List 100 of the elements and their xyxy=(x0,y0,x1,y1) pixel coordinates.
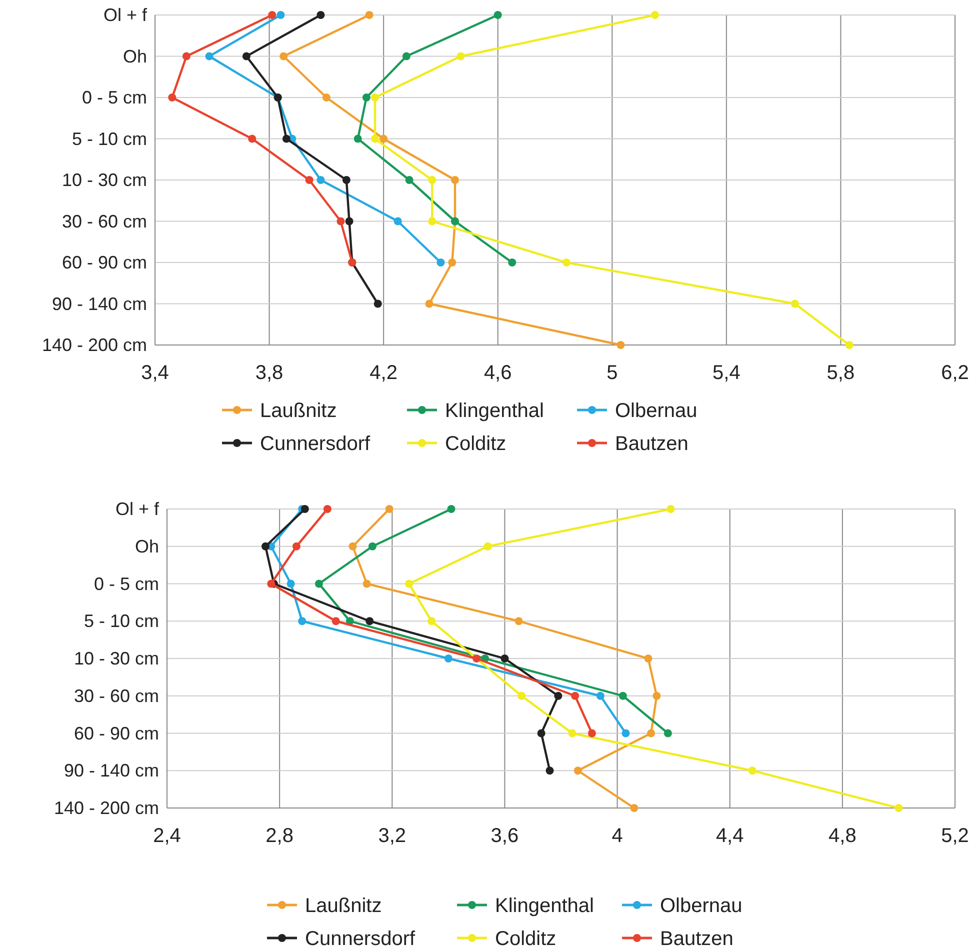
legend-label: Colditz xyxy=(495,928,556,950)
x-tick-label: 5,8 xyxy=(826,362,855,384)
point xyxy=(546,766,554,775)
point xyxy=(268,11,276,19)
point xyxy=(276,11,285,19)
point xyxy=(342,176,350,184)
x-tick-label: 4 xyxy=(612,825,623,847)
point xyxy=(292,542,300,550)
point xyxy=(436,258,445,266)
point xyxy=(622,729,630,738)
legend-label: Colditz xyxy=(445,433,506,455)
y-tick-label: 60 - 90 cm xyxy=(74,723,159,744)
y-tick-label: 30 - 60 cm xyxy=(62,211,147,232)
y-tick-label: 5 - 10 cm xyxy=(72,128,147,149)
point xyxy=(554,692,562,700)
x-tick-label: 4,6 xyxy=(484,362,512,384)
point xyxy=(791,300,799,308)
y-tick-label: Ol + f xyxy=(115,499,160,519)
point xyxy=(845,341,854,349)
point xyxy=(894,804,903,812)
point xyxy=(305,176,314,184)
point xyxy=(484,542,492,550)
y-tick-label: 140 - 200 cm xyxy=(54,798,159,818)
y-tick-label: 0 - 5 cm xyxy=(82,88,147,108)
y-tick-label: Oh xyxy=(134,536,159,556)
point xyxy=(588,729,596,738)
point xyxy=(316,176,325,184)
x-tick-label: 3,8 xyxy=(255,362,284,384)
y-tick-label: 5 - 10 cm xyxy=(84,611,159,632)
y-tick-label: Ol + f xyxy=(103,5,148,25)
y-tick-label: 10 - 30 cm xyxy=(62,170,147,190)
point xyxy=(282,134,290,143)
point xyxy=(425,300,434,308)
point xyxy=(168,94,176,102)
point xyxy=(451,176,459,184)
legend-label: Cunnersdorf xyxy=(305,928,416,950)
point xyxy=(472,654,481,662)
point xyxy=(348,542,357,550)
point xyxy=(362,580,371,588)
point xyxy=(444,654,452,662)
point xyxy=(316,11,325,19)
point xyxy=(574,766,582,775)
y-tick-label: 0 - 5 cm xyxy=(94,574,159,594)
point xyxy=(568,729,576,738)
point xyxy=(322,94,330,102)
legend-label: Laußnitz xyxy=(260,400,337,422)
x-tick-label: 6,2 xyxy=(941,362,969,384)
legend-label: Laußnitz xyxy=(305,895,382,917)
x-tick-label: 3,6 xyxy=(490,825,519,847)
y-tick-label: 30 - 60 cm xyxy=(74,686,159,706)
point xyxy=(374,300,382,308)
point xyxy=(664,729,672,738)
point xyxy=(652,692,661,700)
legend-label: Bautzen xyxy=(615,433,688,455)
x-tick-label: 4,8 xyxy=(828,825,856,847)
point xyxy=(385,505,394,513)
point xyxy=(371,94,379,102)
point xyxy=(262,542,270,550)
x-tick-label: 4,4 xyxy=(716,825,744,847)
point xyxy=(332,617,340,626)
point xyxy=(562,258,570,266)
point xyxy=(345,217,354,226)
point xyxy=(514,617,523,626)
point xyxy=(630,804,638,812)
x-tick-label: 5,2 xyxy=(941,825,969,847)
point xyxy=(314,580,323,588)
point xyxy=(242,52,250,60)
point xyxy=(280,52,288,60)
point xyxy=(298,617,306,626)
point xyxy=(300,505,309,513)
legend-label: Klingenthal xyxy=(445,400,544,422)
point xyxy=(362,94,370,102)
y-tick-label: 90 - 140 cm xyxy=(64,760,159,781)
point xyxy=(447,505,456,513)
point xyxy=(448,258,456,266)
point xyxy=(647,729,656,738)
point xyxy=(405,176,414,184)
point xyxy=(666,505,675,513)
x-tick-label: 2,4 xyxy=(153,825,181,847)
point xyxy=(182,52,190,60)
point xyxy=(508,258,516,266)
x-tick-label: 5,4 xyxy=(712,362,740,384)
y-tick-label: 10 - 30 cm xyxy=(74,648,159,668)
point xyxy=(456,52,465,60)
point xyxy=(428,217,436,226)
legend-label: Cunnersdorf xyxy=(260,433,370,455)
point xyxy=(618,692,627,700)
point xyxy=(596,692,604,700)
point xyxy=(336,217,345,226)
point xyxy=(537,729,546,738)
point xyxy=(248,134,256,143)
point xyxy=(571,692,580,700)
point xyxy=(402,52,410,60)
point xyxy=(616,341,625,349)
point xyxy=(644,654,652,662)
point xyxy=(267,580,276,588)
y-tick-label: 60 - 90 cm xyxy=(62,252,147,272)
legend-label: Klingenthal xyxy=(495,895,594,917)
point xyxy=(651,11,659,19)
x-tick-label: 3,4 xyxy=(141,362,169,384)
